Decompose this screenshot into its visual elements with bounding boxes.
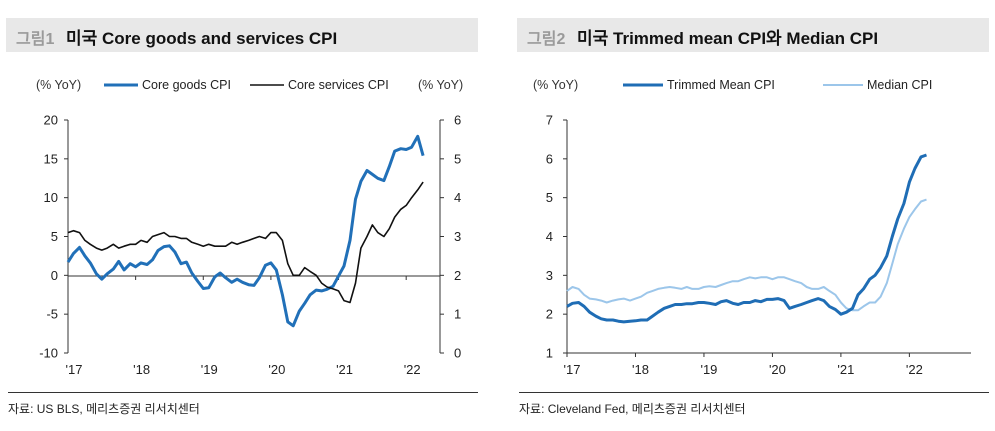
figure-1: 그림1 미국 Core goods and services CPI (% Yo… bbox=[0, 0, 484, 431]
figure-1-source-divider bbox=[8, 392, 478, 393]
y-tick-label: 6 bbox=[546, 151, 553, 166]
x-tick-label: '22 bbox=[404, 362, 421, 377]
legend-trimmed-mean-label: Trimmed Mean CPI bbox=[667, 78, 775, 92]
y-tick-label: 2 bbox=[546, 307, 553, 322]
legend-core-services-label: Core services CPI bbox=[288, 78, 389, 92]
right-y-tick-label: 4 bbox=[454, 190, 461, 205]
figure-2-title-bar: 그림2 미국 Trimmed mean CPI와 Median CPI bbox=[517, 18, 989, 52]
figure-2-number: 그림2 bbox=[527, 31, 566, 48]
trimmed-median-cpi-chart: (% YoY) Trimmed Mean CPI Median CPI 7 6 5 4… bbox=[533, 78, 971, 377]
x-tick-label: '17 bbox=[564, 362, 581, 377]
x-tick-label: '17 bbox=[66, 362, 83, 377]
x-tick-label: '21 bbox=[336, 362, 353, 377]
right-y-tick-label: 5 bbox=[454, 151, 461, 166]
left-y-tick-label: 20 bbox=[44, 113, 58, 128]
right-y-tick-label: 1 bbox=[454, 307, 461, 322]
left-y-tick-label: -5 bbox=[46, 307, 58, 322]
core-services-series-line bbox=[67, 181, 424, 304]
figure-2-source-divider bbox=[519, 392, 989, 393]
figure-1-source: 자료: US BLS, 메리츠증권 리서치센터 bbox=[8, 402, 200, 416]
right-y-tick-label: 2 bbox=[454, 268, 461, 283]
figure-2: 그림2 미국 Trimmed mean CPI와 Median CPI (% Y… bbox=[511, 0, 995, 431]
left-y-tick-label: 0 bbox=[51, 268, 58, 283]
legend-median-label: Median CPI bbox=[867, 78, 932, 92]
x-tick-label: '20 bbox=[268, 362, 285, 377]
right-axis-unit: (% YoY) bbox=[418, 78, 463, 92]
figure-1-title: 미국 Core goods and services CPI bbox=[66, 29, 338, 48]
left-axis-unit: (% YoY) bbox=[36, 78, 81, 92]
core-goods-series-line bbox=[66, 134, 425, 328]
figure-1-number: 그림1 bbox=[16, 31, 55, 48]
median-cpi-series-line bbox=[566, 198, 927, 312]
y-tick-label: 3 bbox=[546, 268, 553, 283]
x-tick-label: '18 bbox=[632, 362, 649, 377]
left-y-tick-label: 10 bbox=[44, 190, 58, 205]
x-tick-label: '22 bbox=[906, 362, 923, 377]
y-tick-label: 1 bbox=[546, 346, 553, 361]
left-y-tick-label: -10 bbox=[39, 346, 58, 361]
legend-core-goods-label: Core goods CPI bbox=[142, 78, 231, 92]
right-y-tick-label: 3 bbox=[454, 229, 461, 244]
x-tick-label: '19 bbox=[201, 362, 218, 377]
x-tick-label: '20 bbox=[769, 362, 786, 377]
y-axis-unit: (% YoY) bbox=[533, 78, 578, 92]
x-tick-label: '18 bbox=[133, 362, 150, 377]
left-y-tick-label: 15 bbox=[44, 151, 58, 166]
x-tick-label: '19 bbox=[700, 362, 717, 377]
left-y-tick-label: 5 bbox=[51, 229, 58, 244]
right-y-tick-label: 0 bbox=[454, 346, 461, 361]
right-y-tick-label: 6 bbox=[454, 113, 461, 128]
figure-1-title-bar: 그림1 미국 Core goods and services CPI bbox=[6, 18, 478, 52]
core-cpi-chart: (% YoY) (% YoY) Core goods CPI Core serv… bbox=[36, 78, 463, 377]
figure-2-title: 미국 Trimmed mean CPI와 Median CPI bbox=[577, 29, 879, 48]
trimmed-mean-series-line bbox=[566, 153, 927, 324]
y-tick-label: 4 bbox=[546, 229, 553, 244]
y-tick-label: 7 bbox=[546, 113, 553, 128]
figure-2-source: 자료: Cleveland Fed, 메리츠증권 리서치센터 bbox=[519, 402, 746, 416]
x-tick-label: '21 bbox=[837, 362, 854, 377]
y-tick-label: 5 bbox=[546, 190, 553, 205]
